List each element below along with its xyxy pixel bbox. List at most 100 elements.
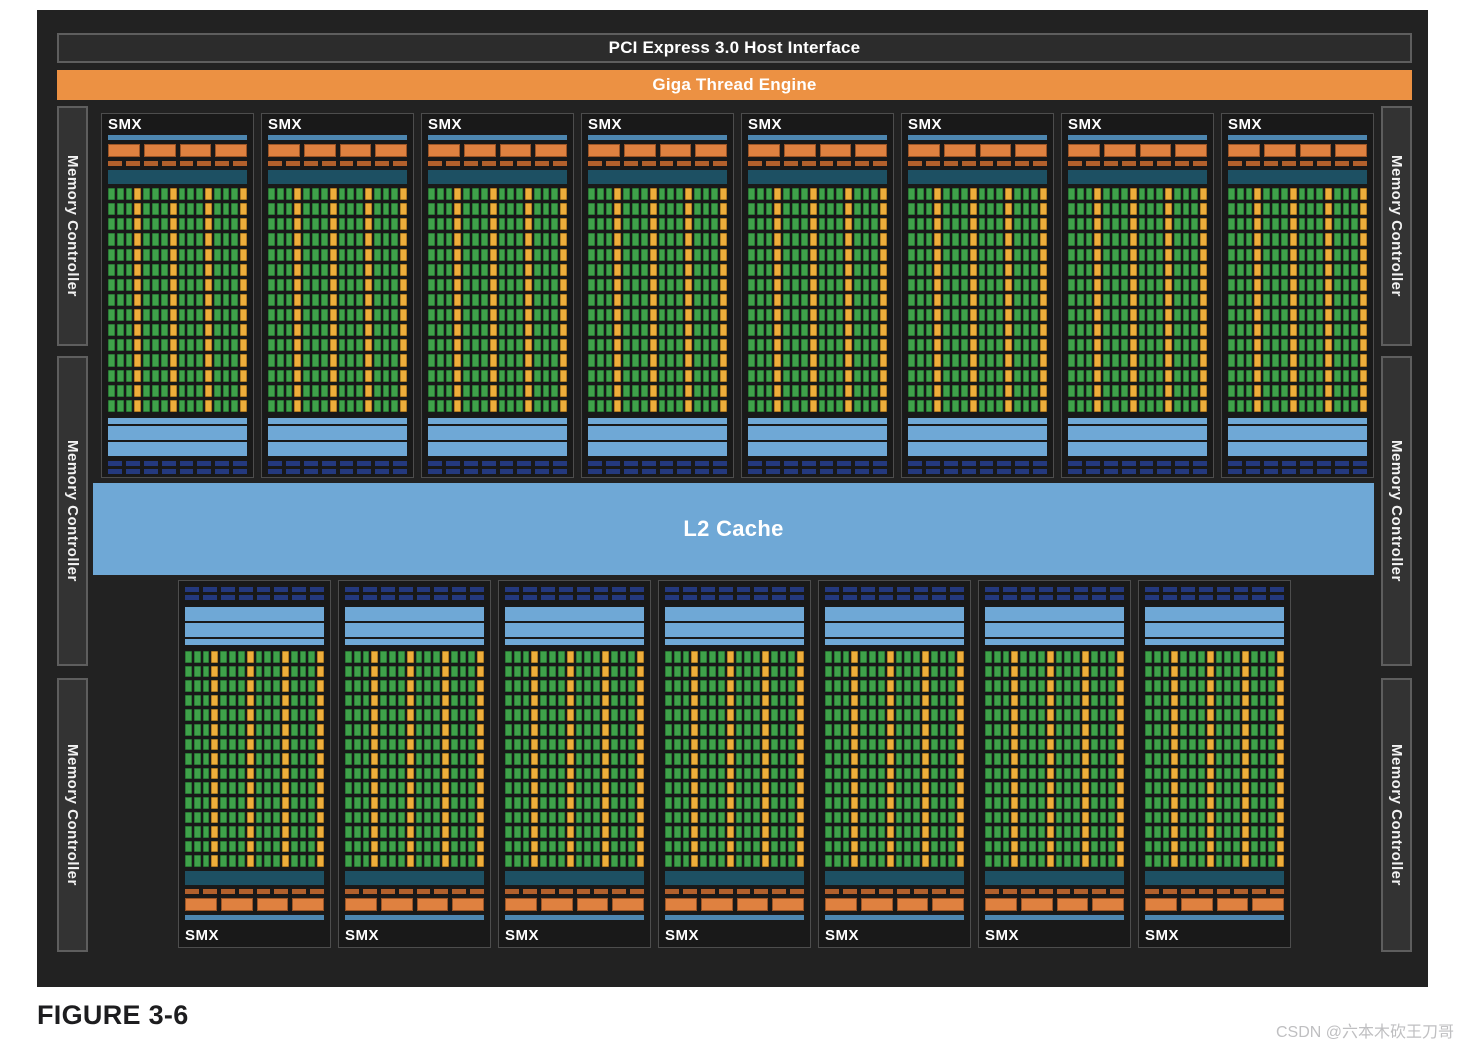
core-cell: [800, 369, 808, 382]
sfu-cell: [531, 855, 539, 867]
core-cell: [498, 278, 506, 291]
cache-bar: [665, 639, 804, 645]
core-cell: [1112, 369, 1119, 382]
core-cell: [862, 188, 870, 201]
sfu-cell: [761, 840, 769, 853]
warp-scheduler-block: [268, 144, 300, 157]
core-cell: [285, 339, 293, 352]
core-cell: [939, 826, 947, 838]
core-cell: [640, 399, 648, 412]
core-cell: [711, 369, 719, 382]
register-file-bar: [108, 170, 247, 184]
cache-bar: [505, 639, 644, 645]
sfu-cell: [524, 233, 532, 246]
sfu-cell: [957, 694, 964, 707]
sfu-cell: [844, 324, 852, 337]
core-cell: [255, 855, 263, 867]
core-cell: [869, 753, 876, 765]
core-cell: [1342, 293, 1350, 307]
core-cell: [549, 753, 556, 765]
core-cell: [1020, 709, 1028, 721]
core-cell: [877, 811, 885, 824]
core-cell: [255, 797, 263, 809]
core-cell: [1013, 233, 1021, 246]
sfu-cell: [1289, 278, 1297, 291]
core-cell: [735, 694, 743, 707]
sfu-cell: [1289, 248, 1297, 261]
sfu-cell: [240, 293, 247, 307]
core-cell: [505, 826, 512, 838]
core-cell: [860, 665, 868, 678]
texture-unit-dash: [197, 469, 212, 474]
core-cell: [1351, 188, 1359, 201]
core-cell: [667, 399, 675, 412]
core-cell: [628, 855, 636, 867]
core-cell: [748, 399, 755, 412]
core-cell: [507, 248, 515, 261]
core-cell: [1153, 767, 1161, 780]
core-cell: [1173, 293, 1181, 307]
dispatch-unit-row: [985, 889, 1124, 894]
shared-memory-cache-stack: [1228, 418, 1367, 456]
sfu-cell: [880, 384, 887, 397]
core-cell: [1013, 324, 1021, 337]
dispatch-unit-dash: [1092, 889, 1107, 894]
texture-unit-dash: [345, 587, 359, 592]
texture-unit-dash: [736, 587, 751, 592]
texture-unit-dash: [463, 469, 478, 474]
dispatch-unit-dash: [220, 889, 235, 894]
core-cell: [993, 811, 1001, 824]
core-cell: [480, 248, 488, 261]
core-cell: [389, 680, 396, 692]
texture-unit-row: [908, 461, 1047, 466]
texture-unit-dash: [943, 461, 958, 466]
sfu-cell: [169, 263, 177, 276]
sfu-cell: [1004, 309, 1012, 322]
sfu-cell: [797, 797, 804, 809]
core-cell: [1138, 399, 1146, 412]
dispatch-unit-dash: [588, 161, 602, 166]
core-cell: [549, 855, 556, 867]
core-cell: [459, 840, 467, 853]
core-cell: [682, 665, 690, 678]
core-cell: [709, 665, 716, 678]
core-cell: [540, 724, 548, 736]
sfu-cell: [1081, 797, 1089, 809]
sfu-cell: [1360, 399, 1367, 412]
sfu-cell: [246, 797, 254, 809]
core-cell: [187, 218, 195, 231]
core-cell: [665, 797, 672, 809]
texture-unit-dash: [481, 469, 496, 474]
smx-row-top: SMX SMX SMX SMX SMX SMX SMX SMX: [101, 113, 1374, 478]
core-cell: [853, 278, 861, 291]
core-cell: [1076, 309, 1084, 322]
sfu-cell: [809, 309, 817, 322]
sfu-cell: [566, 797, 574, 809]
core-cell: [702, 293, 710, 307]
core-cell: [513, 724, 521, 736]
core-cell: [833, 855, 841, 867]
core-cell: [632, 399, 639, 412]
sfu-cell: [1360, 324, 1367, 337]
core-cell: [362, 855, 370, 867]
core-cell: [1298, 218, 1306, 231]
core-cell: [1228, 399, 1235, 412]
core-cell: [1173, 218, 1181, 231]
sfu-cell: [281, 694, 289, 707]
core-cell: [303, 369, 311, 382]
core-cell: [1333, 309, 1341, 322]
core-cell: [1022, 218, 1030, 231]
texture-unit-dash: [1198, 587, 1213, 592]
core-cell: [347, 293, 355, 307]
core-cell: [871, 293, 879, 307]
core-cell: [1307, 248, 1315, 261]
core-cell: [711, 399, 719, 412]
sfu-cell: [726, 724, 734, 736]
sfu-cell: [240, 354, 247, 367]
sfu-cell: [844, 218, 852, 231]
instruction-cache-bar: [985, 915, 1124, 920]
sfu-cell: [204, 278, 212, 291]
core-cell: [658, 384, 666, 397]
warp-scheduler-block: [908, 144, 940, 157]
core-cell: [1031, 188, 1039, 201]
